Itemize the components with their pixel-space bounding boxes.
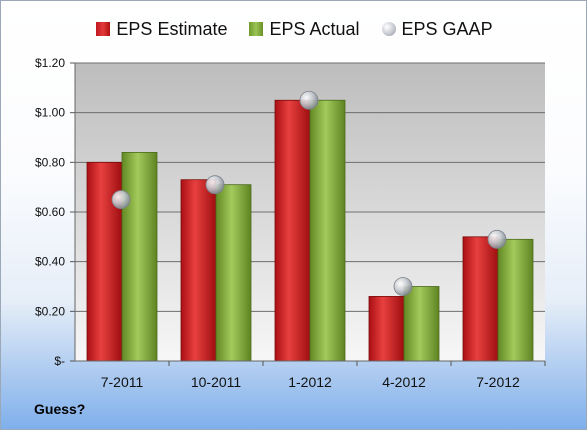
- bar-eps-estimate: [274, 99, 311, 362]
- y-tick-label: $0.40: [35, 255, 65, 269]
- y-axis: $- $0.20 $0.40 $0.60 $0.80 $1.00 $1.20: [35, 56, 76, 368]
- bar-eps-actual: [309, 99, 346, 362]
- legend-item-actual: EPS Actual: [249, 17, 360, 41]
- bar-eps-estimate: [180, 179, 217, 362]
- legend-label-gaap: EPS GAAP: [401, 18, 493, 39]
- bar-eps-estimate: [368, 296, 405, 362]
- x-tick-label: 7-2012: [476, 374, 520, 390]
- x-tick-label: 1-2012: [288, 374, 332, 390]
- x-tick-label: 4-2012: [382, 374, 426, 390]
- y-tick-label: $0.60: [35, 205, 65, 219]
- bar-eps-actual: [403, 286, 440, 362]
- point-eps-gaap: [299, 90, 319, 110]
- bar-eps-actual: [215, 184, 252, 362]
- guess-note: Guess?: [34, 401, 86, 417]
- y-tick-label: $1.00: [35, 106, 65, 120]
- legend-label-actual: EPS Actual: [269, 18, 360, 39]
- bars: [86, 99, 534, 362]
- legend-swatch-actual: [249, 22, 264, 36]
- legend-item-gaap: EPS GAAP: [381, 17, 493, 41]
- point-eps-gaap: [487, 229, 507, 249]
- x-axis: 7-2011 10-2011 1-2012 4-2012 7-2012: [75, 360, 546, 390]
- y-tick-label: $0.20: [35, 304, 65, 318]
- bar-eps-actual: [497, 238, 534, 362]
- y-tick-label: $-: [54, 354, 65, 368]
- y-tick-label: $0.80: [35, 155, 65, 169]
- point-eps-gaap: [205, 175, 225, 195]
- legend: EPS Estimate EPS Actual EPS GAAP: [1, 17, 587, 41]
- bar-eps-estimate: [462, 236, 499, 362]
- legend-swatch-estimate: [96, 22, 111, 36]
- x-tick-label: 10-2011: [191, 374, 242, 390]
- legend-swatch-gaap: [381, 22, 396, 36]
- point-eps-gaap: [393, 277, 413, 296]
- gaap-points: [111, 90, 507, 296]
- y-tick-label: $1.20: [35, 56, 65, 70]
- bar-eps-actual: [121, 151, 158, 362]
- legend-label-estimate: EPS Estimate: [116, 18, 228, 39]
- x-tick-label: 7-2011: [101, 374, 144, 390]
- point-eps-gaap: [111, 190, 131, 209]
- legend-item-estimate: EPS Estimate: [96, 17, 227, 41]
